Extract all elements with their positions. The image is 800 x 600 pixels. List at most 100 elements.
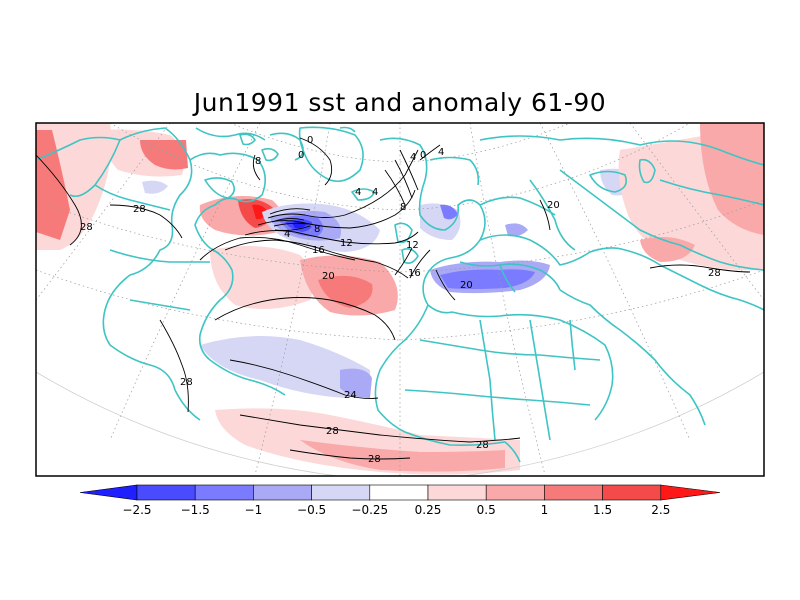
contour-label: 28 — [368, 454, 381, 465]
anomaly-area-indian-warm-strong — [700, 123, 764, 235]
anomaly-area-subtropical-cool — [200, 336, 371, 398]
anomaly-area-alaska-cool — [142, 180, 168, 194]
contour-8-north — [252, 154, 261, 181]
contour-label: 28 — [326, 426, 339, 437]
anomaly-area-canary-cool — [340, 368, 372, 398]
contour-label: 8 — [314, 224, 320, 235]
colorbar-bin — [253, 484, 312, 501]
colorbar-tick-label: −0.25 — [351, 503, 388, 517]
colorbar-labels: −2.5 −1.5 −1 −0.5 −0.25 0.25 0.5 1 1.5 2.5 — [122, 503, 670, 517]
anomaly-area-arabian-sea — [640, 236, 695, 262]
contour-20-north — [199, 236, 356, 261]
contour-label: 0 — [420, 150, 426, 161]
contour-label: 0 — [307, 135, 313, 146]
contour-24 — [229, 359, 379, 400]
colorbar-tick-label: −1.5 — [181, 503, 210, 517]
contour-bundle-2 — [273, 222, 309, 227]
contour-28-tropical — [239, 414, 521, 443]
contour-label: 28 — [80, 222, 93, 233]
sst-contours — [36, 137, 751, 460]
contour-norwegian-3 — [384, 169, 406, 206]
colorbar-tick-label: 2.5 — [651, 503, 670, 517]
anomaly-area-gulf-alaska-strong — [140, 140, 188, 170]
contour-norwegian-1 — [399, 149, 419, 191]
contour-16 — [224, 239, 409, 279]
colorbar-tick-label: −1 — [245, 503, 263, 517]
anomaly-area-baltic — [440, 204, 458, 220]
map-title: Jun1991 sst and anomaly 61-90 — [193, 88, 607, 117]
anomaly-area-tropical-warm-strong — [300, 440, 505, 472]
contour-norwegian-2 — [394, 159, 413, 199]
contour-0-greenland — [299, 137, 333, 186]
anomaly-shading — [36, 123, 764, 475]
anomaly-area-azores-strong — [318, 275, 373, 308]
contour-8 — [257, 189, 416, 229]
colorbar-tick-label: 0.25 — [415, 503, 442, 517]
contour-label: 16 — [408, 268, 421, 279]
contour-4-inner — [274, 225, 311, 231]
contour-28-americas — [159, 319, 189, 413]
colorbar-bin — [311, 484, 371, 501]
anomaly-area-adriatic — [505, 223, 528, 237]
contour-20 — [214, 297, 396, 341]
projection-boundary — [36, 371, 764, 476]
contour-label: 8 — [400, 202, 406, 213]
colorbar-tick-label: −0.5 — [297, 503, 326, 517]
contour-28-pacific — [36, 154, 82, 246]
contour-label: 12 — [340, 238, 353, 249]
anomaly-area-pacific-west-strong — [36, 130, 70, 240]
contour-label: 28 — [180, 377, 193, 388]
anomaly-area-caspian — [620, 148, 650, 171]
contour-label: 28 — [708, 268, 721, 279]
colorbar-bins — [79, 484, 721, 501]
map-frame — [35, 122, 765, 477]
colorbar-bin — [427, 484, 487, 501]
contour-16-east — [394, 247, 413, 276]
contour-label: 20 — [547, 200, 560, 211]
anomaly-area-atlantic-warm — [210, 246, 314, 309]
colorbar-bin — [544, 484, 603, 501]
contour-label: 0 — [298, 150, 304, 161]
contour-20-med — [435, 269, 456, 301]
contour-label: 4 — [355, 187, 361, 198]
colorbar-bin — [194, 484, 254, 501]
contour-20-iberia — [409, 249, 431, 279]
contour-label: 24 — [344, 390, 357, 401]
colorbar-bin — [369, 484, 429, 501]
contour-bundle-1 — [271, 217, 305, 223]
contour-label: 4 — [372, 187, 378, 198]
contour-label: 20 — [322, 271, 335, 282]
contour-label: 12 — [406, 240, 419, 251]
contour-label: 4 — [438, 147, 444, 158]
colorbar-tick-label: 0.5 — [477, 503, 496, 517]
anomaly-area-mediterranean-strong — [440, 269, 535, 289]
contour-label: 28 — [476, 440, 489, 451]
contour-28-indian — [649, 264, 751, 273]
contour-label: 16 — [312, 245, 325, 256]
colorbar-arrow-right — [660, 484, 721, 501]
contour-0-norway — [419, 144, 441, 161]
contour-20-east — [539, 199, 551, 231]
contour-label: 4 — [284, 229, 290, 240]
colorbar-bin — [485, 484, 545, 501]
colorbar-tick-label: −2.5 — [122, 503, 151, 517]
colorbar-tick-label: 1 — [541, 503, 549, 517]
contour-4 — [267, 149, 419, 219]
contour-28-tropical-south — [289, 449, 411, 460]
contour-label: 20 — [460, 280, 473, 291]
contour-bundle-3 — [269, 208, 311, 215]
contour-label: 4 — [410, 152, 416, 163]
coastlines — [36, 126, 764, 463]
colorbar: −2.5 −1.5 −1 −0.5 −0.25 0.25 0.5 1 1.5 2.5 — [79, 484, 721, 517]
colorbar-tick-label: 1.5 — [593, 503, 612, 517]
colorbar-bin — [136, 484, 196, 501]
contour-labels: 0 0 0 4 4 4 4 4 8 8 8 12 12 16 16 20 20 — [80, 135, 721, 465]
colorbar-bin — [602, 484, 662, 501]
contour-label: 28 — [133, 204, 146, 215]
contour-label: 8 — [255, 156, 261, 167]
map-panel: 0 0 0 4 4 4 4 4 8 8 8 12 12 16 16 20 20 — [35, 122, 765, 477]
colorbar-arrow-left — [79, 484, 138, 501]
contour-28-gulf — [109, 204, 183, 239]
